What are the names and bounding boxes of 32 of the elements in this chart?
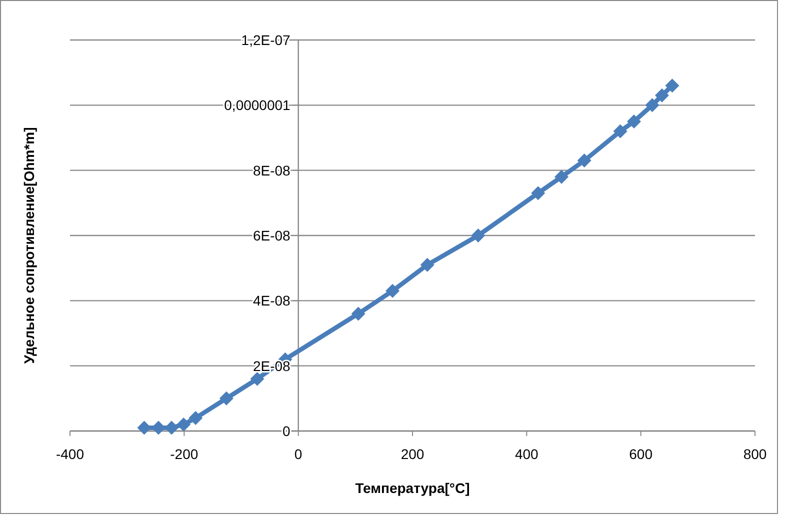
y-tick-label: 4E-08 — [252, 292, 291, 309]
point — [654, 88, 669, 102]
x-tick-label: 200 — [400, 446, 424, 462]
point — [176, 417, 191, 432]
x-tick-label: -400 — [56, 446, 84, 462]
point — [613, 124, 628, 138]
point — [188, 410, 203, 425]
y-tick-label: 0 — [282, 423, 291, 439]
point — [626, 114, 641, 128]
x-axis-title: Температура[°C] — [355, 480, 470, 496]
x-tick-label: -200 — [170, 446, 198, 462]
point — [164, 420, 179, 435]
point — [386, 284, 400, 298]
point — [577, 154, 592, 168]
y-axis-title: Удельное сопротивление[Ohm*m] — [21, 127, 37, 364]
y-tick-label: 0,0000001 — [224, 97, 291, 114]
point — [250, 372, 264, 386]
x-tick-label: 800 — [743, 446, 767, 462]
x-tick-label: 0 — [294, 446, 302, 462]
point — [219, 391, 234, 406]
point — [531, 186, 546, 200]
point — [554, 170, 568, 184]
y-tick-label: 6E-08 — [252, 228, 291, 244]
point — [351, 306, 366, 321]
y-tick-label: 8E-08 — [252, 162, 291, 178]
point — [471, 228, 486, 242]
x-tick-label: 400 — [514, 446, 539, 462]
point — [645, 98, 660, 112]
y-tick-label: 1,2E-07 — [241, 32, 291, 48]
x-tick-label: 600 — [629, 446, 653, 462]
point — [420, 258, 434, 272]
point — [665, 78, 680, 93]
